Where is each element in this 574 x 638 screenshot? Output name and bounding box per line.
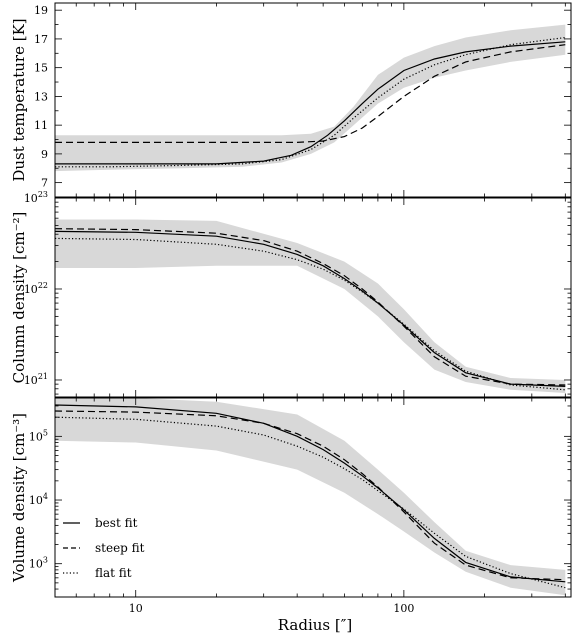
series-steep-fit-line	[55, 410, 566, 581]
uncertainty-band	[55, 398, 566, 596]
legend: best fit steep fit flat fit	[63, 516, 145, 580]
y-tick-label: 15	[34, 62, 48, 75]
legend-label: best fit	[95, 516, 138, 530]
uncertainty-band	[55, 219, 566, 393]
series-best-fit-line	[55, 41, 566, 165]
series-flat-fit-line	[55, 36, 566, 168]
y-axis-label: Volume density [cm⁻³]	[10, 413, 28, 583]
axes-frame	[54, 2, 572, 198]
y-tick-label: 19	[34, 4, 48, 17]
y-tick-label: 11	[34, 119, 48, 132]
x-tick-label: 100	[393, 602, 414, 615]
axes-frame	[54, 397, 572, 598]
series-steep-fit-line	[55, 44, 566, 143]
y-tick-label: 104	[29, 492, 48, 507]
y-tick-label: 17	[34, 33, 48, 46]
x-axis-label: Radius [″]	[278, 616, 352, 634]
legend-label: flat fit	[95, 566, 132, 580]
y-tick-label: 1023	[24, 190, 48, 205]
y-tick-label: 13	[34, 90, 48, 103]
series-steep-fit-line	[55, 228, 566, 386]
panel-dust-temperature: 7 9 11 13 15 17 19 Dust temperature [K]	[10, 2, 572, 198]
panel-volume-density: 103 104 105 10 100 Volume density [cm⁻³]	[10, 397, 572, 615]
y-tick-label: 103	[29, 556, 48, 571]
y-tick-label: 105	[29, 428, 48, 443]
y-axis-label: Dust temperature [K]	[10, 18, 28, 181]
uncertainty-band	[55, 24, 566, 172]
y-tick-label: 9	[41, 148, 48, 161]
series-flat-fit-line	[55, 237, 566, 391]
x-tick-label: 10	[129, 602, 143, 615]
series-best-fit-line	[55, 404, 566, 583]
legend-label: steep fit	[95, 541, 145, 555]
y-tick-label: 7	[41, 177, 48, 190]
y-axis-label: Column density [cm⁻²]	[10, 212, 28, 384]
series-best-fit-line	[55, 230, 566, 387]
